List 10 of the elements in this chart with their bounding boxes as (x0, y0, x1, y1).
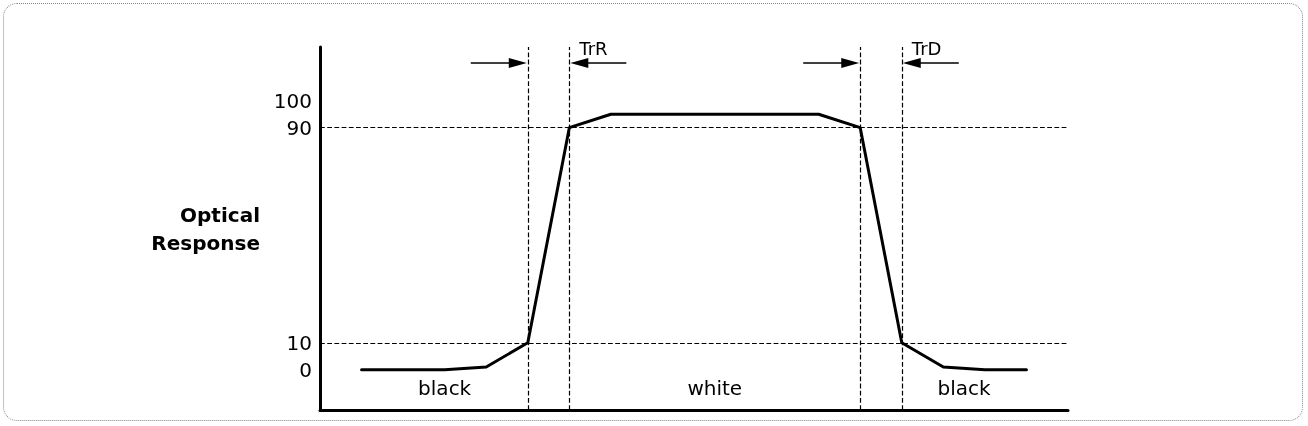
y-axis-title: Optical Response (151, 202, 260, 255)
annotation: white (687, 375, 743, 400)
annotation: black (937, 375, 992, 400)
y-tick-label: 10 (286, 330, 312, 355)
y-tick-label: 100 (273, 88, 312, 113)
annotation: black (418, 375, 472, 400)
y-tick-label: 90 (286, 115, 312, 140)
annotation: TrR (578, 37, 608, 59)
annotation: TrD (910, 37, 942, 59)
y-tick-label: 0 (299, 357, 312, 382)
